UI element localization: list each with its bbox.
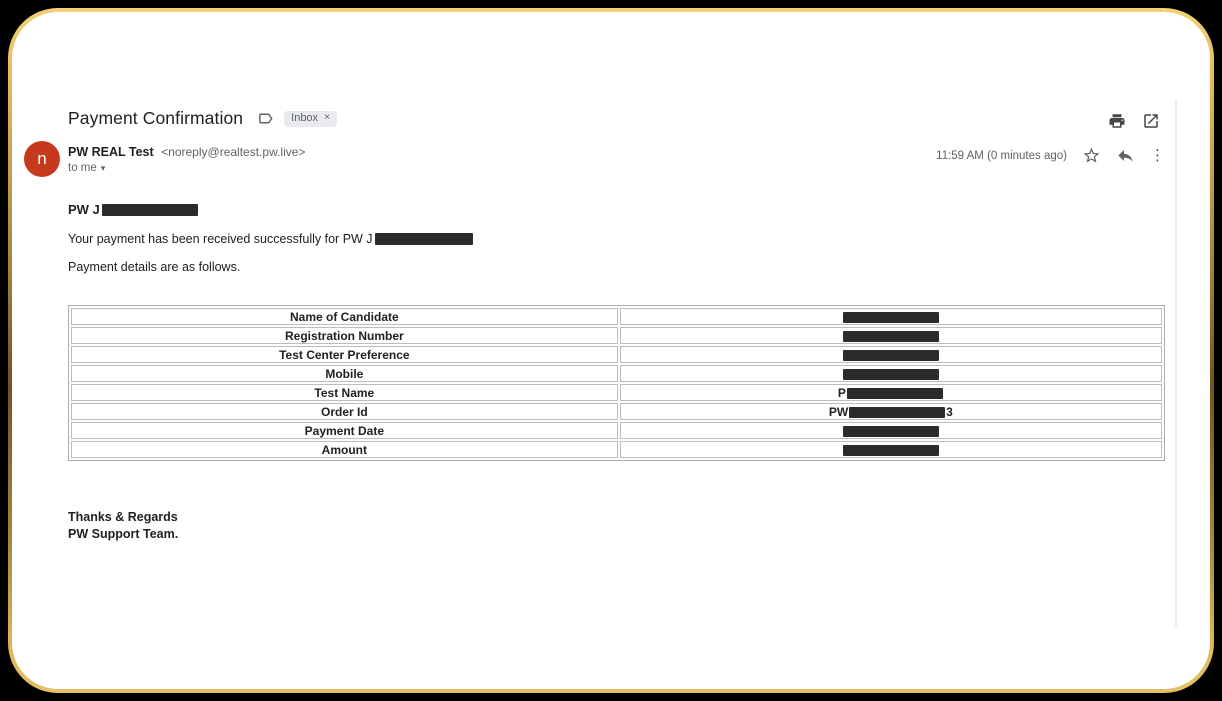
sender-name: PW REAL Test xyxy=(68,145,154,159)
sender-email: <noreply@realtest.pw.live> xyxy=(161,145,306,159)
open-in-new-icon[interactable] xyxy=(1142,112,1160,130)
para1-prefix: Your payment has been received successfu… xyxy=(68,232,373,246)
greeting-line: PW J xyxy=(68,202,198,217)
chevron-down-icon[interactable]: ▾ xyxy=(100,162,106,173)
table-row: Order Id PW 3 xyxy=(71,403,1162,420)
table-row: Test Center Preference xyxy=(71,346,1162,363)
message-meta-row: 11:59 AM (0 minutes ago) ⋮ xyxy=(930,146,1165,165)
inbox-chip-close-icon[interactable]: × xyxy=(324,112,330,123)
label-icon[interactable] xyxy=(257,110,274,127)
row-value: P xyxy=(619,384,1162,401)
signature-line-2: PW Support Team. xyxy=(68,527,179,541)
row-label: Mobile xyxy=(71,365,618,382)
row-label: Name of Candidate xyxy=(71,308,618,325)
printer-icon[interactable] xyxy=(1108,112,1126,130)
more-vertical-icon[interactable]: ⋮ xyxy=(1150,147,1165,164)
payment-table-body: Name of Candidate Registration Number Test… xyxy=(71,308,1162,458)
row-label: Amount xyxy=(71,441,618,458)
row-value xyxy=(619,441,1162,458)
row-value xyxy=(619,346,1162,363)
redacted-value xyxy=(842,444,939,456)
payment-details-table: Name of Candidate Registration Number Test… xyxy=(68,305,1165,461)
row-label: Order Id xyxy=(71,403,618,420)
row-value: PW 3 xyxy=(619,403,1162,420)
row-value xyxy=(619,365,1162,382)
redacted-text xyxy=(101,203,198,216)
timestamp: 11:59 AM (0 minutes ago) xyxy=(936,149,1067,162)
email-subject: Payment Confirmation xyxy=(68,108,244,128)
redacted-value xyxy=(842,311,939,323)
row-label: Test Center Preference xyxy=(71,346,618,363)
header-icons xyxy=(1108,112,1160,130)
redacted-value xyxy=(842,368,939,380)
redacted-value xyxy=(842,425,939,437)
row-label: Test Name xyxy=(71,384,618,401)
table-row: Registration Number xyxy=(71,327,1162,344)
recipient-row[interactable]: to me ▾ xyxy=(68,162,305,174)
table-row: Test Name P xyxy=(71,384,1162,401)
inbox-chip[interactable]: Inbox × xyxy=(284,110,337,127)
reply-icon[interactable] xyxy=(1116,146,1135,165)
sender-block: PW REAL Test <noreply@realtest.pw.live> … xyxy=(68,145,305,174)
redacted-value xyxy=(846,387,943,399)
subject-row: Payment Confirmation Inbox × xyxy=(68,108,337,129)
body-paragraph-1: Your payment has been received successfu… xyxy=(68,232,473,246)
avatar-letter: n xyxy=(37,149,47,168)
signature: Thanks & Regards PW Support Team. xyxy=(68,509,178,543)
sender-line: PW REAL Test <noreply@realtest.pw.live> xyxy=(68,145,305,159)
inbox-chip-label: Inbox xyxy=(291,111,319,124)
table-row: Payment Date xyxy=(71,422,1162,439)
avatar[interactable]: n xyxy=(24,141,60,177)
redacted-text xyxy=(374,232,473,245)
signature-line-1: Thanks & Regards xyxy=(68,510,178,524)
redacted-value xyxy=(849,406,946,418)
row-label: Payment Date xyxy=(71,422,618,439)
table-row: Name of Candidate xyxy=(71,308,1162,325)
body-paragraph-2: Payment details are as follows. xyxy=(68,260,241,274)
row-label: Registration Number xyxy=(71,327,618,344)
table-row: Amount xyxy=(71,441,1162,458)
row-value xyxy=(619,422,1162,439)
redacted-value xyxy=(842,349,939,361)
star-icon[interactable] xyxy=(1082,146,1101,165)
redacted-value xyxy=(842,330,939,342)
scrollbar[interactable] xyxy=(1175,100,1177,627)
row-value xyxy=(619,327,1162,344)
table-row: Mobile xyxy=(71,365,1162,382)
row-value xyxy=(619,308,1162,325)
greeting-prefix: PW J xyxy=(68,202,100,217)
recipient-label: to me xyxy=(68,162,97,174)
